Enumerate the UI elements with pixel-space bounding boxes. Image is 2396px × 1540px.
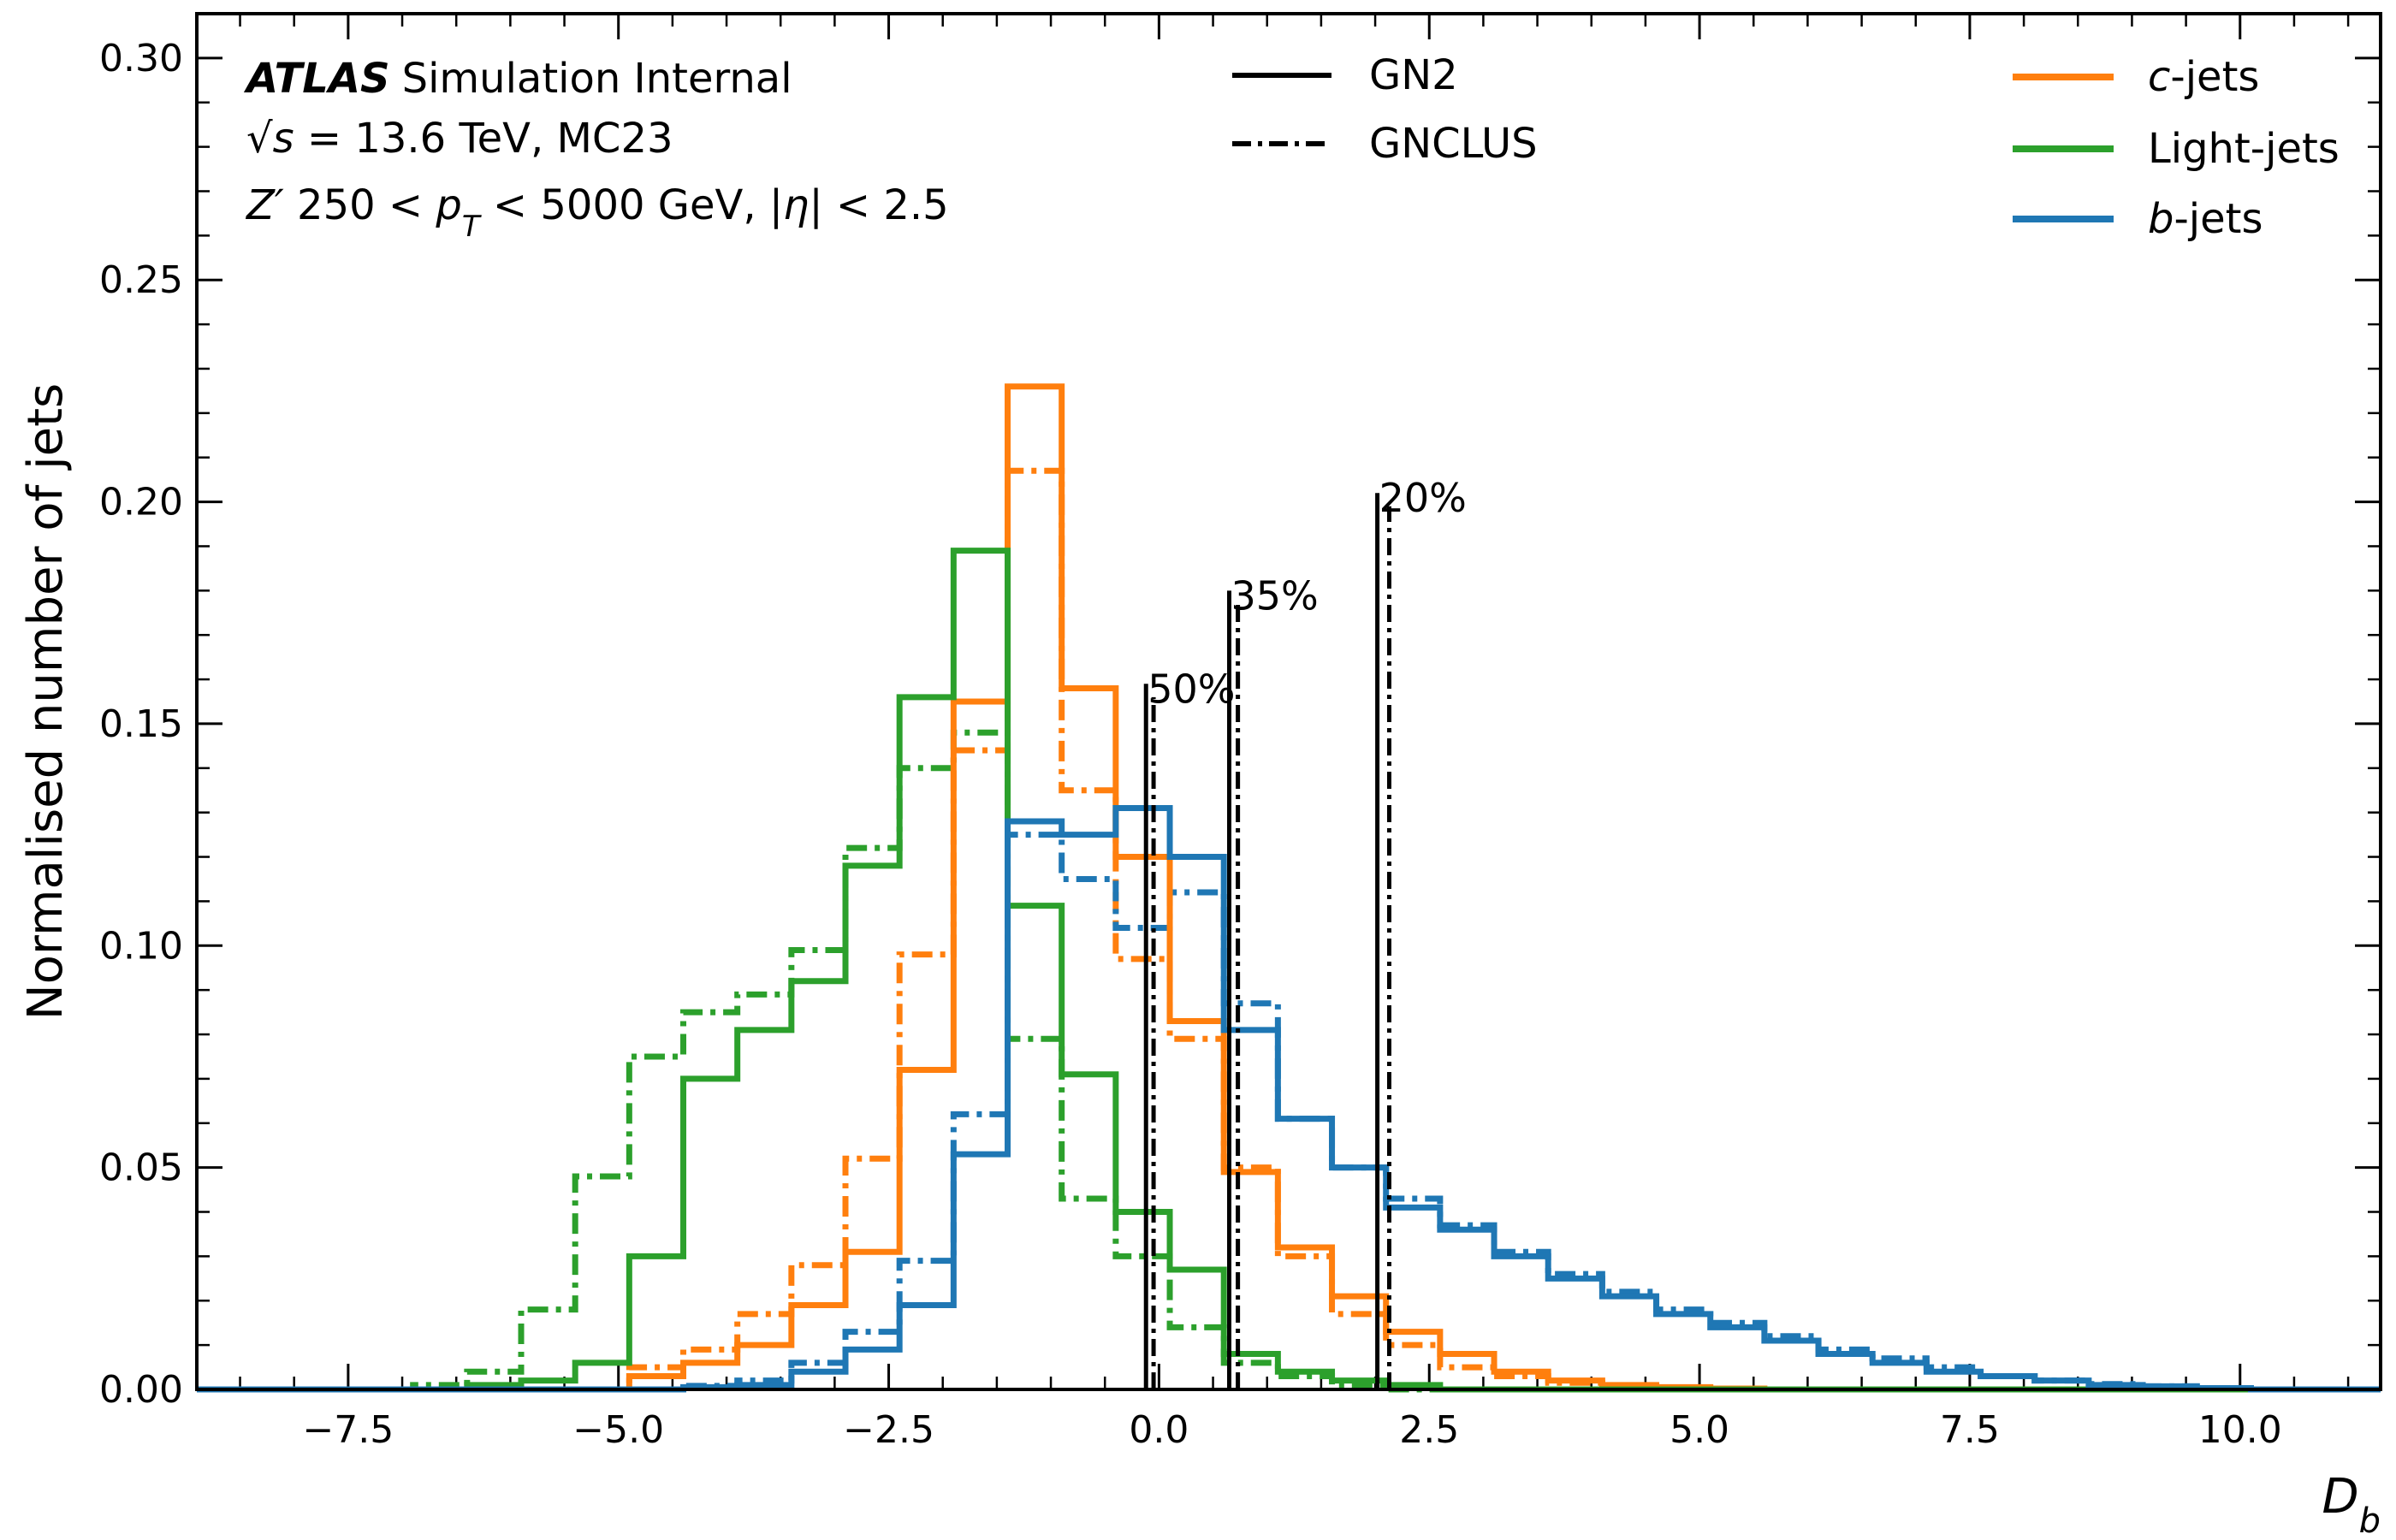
series-b-gn2 (197, 804, 2381, 1393)
wp-label: 20% (1379, 475, 1467, 521)
x-tick-label: 0.0 (1129, 1408, 1189, 1452)
y-tick-label: 0.00 (99, 1368, 183, 1412)
plot-frame (195, 12, 2382, 1391)
info-line-3: Z′ 250 < pT < 5000 GeV, |η| < 2.5 (245, 181, 949, 244)
wp-label: 35% (1231, 572, 1319, 619)
c-prefix: c (2148, 53, 2170, 101)
pt-range-b: < 5000 GeV, | (480, 181, 783, 229)
eta-range: | < 2.5 (809, 181, 948, 229)
x-tick-label: −2.5 (843, 1408, 934, 1452)
energy-text: = 13.6 TeV, MC23 (294, 115, 673, 163)
atlas-suffix: Simulation Internal (402, 55, 792, 103)
y-tick-label: 0.30 (99, 37, 183, 80)
style-legend: GN2 GNCLUS (1232, 51, 1538, 168)
info-box: ATLAS Simulation Internal √s = 13.6 TeV, … (243, 55, 949, 244)
y-axis-title: Normalised number of jets (18, 383, 74, 1020)
pt-range-a: 250 < (284, 181, 436, 229)
legend-label-gnclus: GNCLUS (1369, 120, 1538, 168)
legend-label-c-jets: c-jets (2148, 53, 2259, 101)
histogram-series (197, 383, 2381, 1393)
series-light-gn2 (197, 548, 2381, 1393)
b-prefix: b (2148, 195, 2174, 243)
pt-subscript: T (462, 210, 482, 244)
info-line-1: ATLAS Simulation Internal (243, 55, 792, 103)
series-c-gn2 (197, 383, 2381, 1393)
eta-symbol: η (783, 181, 809, 229)
x-tick-label: −7.5 (302, 1408, 394, 1452)
c-suffix: -jets (2170, 53, 2259, 101)
y-tick-label: 0.25 (99, 258, 183, 302)
legend-label-gn2: GN2 (1369, 51, 1458, 99)
zprime-symbol: Z′ (245, 181, 284, 229)
x-tick-label: 2.5 (1399, 1408, 1459, 1452)
flavour-legend: c-jets Light-jets b-jets (2013, 53, 2340, 243)
x-tick-label: 5.0 (1669, 1408, 1729, 1452)
y-tick-label: 0.20 (99, 481, 183, 524)
legend-label-light-jets: Light-jets (2148, 125, 2340, 173)
x-tick-label: −5.0 (572, 1408, 664, 1452)
axis-ticks (197, 12, 2381, 1391)
y-tick-label: 0.05 (99, 1146, 183, 1190)
y-tick-label: 0.15 (99, 702, 183, 746)
x-tick-label: 10.0 (2198, 1408, 2282, 1452)
atlas-label: ATLAS (243, 55, 390, 103)
y-tick-label: 0.10 (99, 924, 183, 968)
working-point-markers: 50% 35% 20% (1143, 475, 1467, 1389)
wp-label: 50% (1148, 666, 1235, 712)
sqrt-s: √s (246, 115, 294, 163)
pt-symbol: p (435, 181, 461, 229)
tick-labels: −7.5 −5.0 −2.5 0.0 2.5 5.0 7.5 10.0 0.00 0.05 0.10… (99, 37, 2282, 1452)
legend-label-b-jets: b-jets (2148, 195, 2263, 243)
b-suffix: -jets (2174, 195, 2263, 243)
info-line-2: √s = 13.6 TeV, MC23 (246, 115, 673, 163)
series-b-gnclus (197, 832, 2381, 1393)
x-tick-label: 7.5 (1940, 1408, 2000, 1452)
